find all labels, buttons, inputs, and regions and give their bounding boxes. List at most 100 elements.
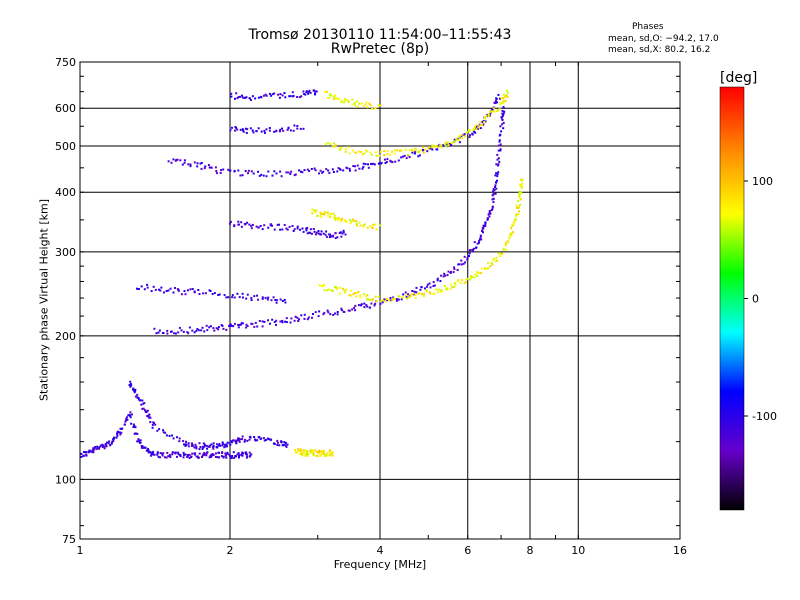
data-point — [301, 453, 304, 456]
data-point — [151, 423, 154, 426]
data-point — [309, 449, 312, 452]
data-point — [132, 423, 135, 426]
data-point — [225, 296, 228, 299]
data-point — [501, 101, 504, 104]
data-point — [303, 169, 306, 172]
data-point — [290, 317, 293, 320]
data-point — [253, 436, 256, 438]
data-point — [479, 124, 482, 127]
data-point — [284, 96, 287, 99]
data-point — [210, 443, 213, 446]
data-point — [161, 454, 164, 457]
data-point — [384, 300, 387, 303]
data-point — [308, 170, 311, 172]
data-point — [491, 263, 494, 266]
data-point — [505, 94, 508, 97]
data-point — [375, 154, 378, 157]
data-point — [520, 179, 523, 182]
data-point — [235, 92, 238, 95]
data-point — [261, 320, 264, 323]
data-point — [168, 454, 171, 456]
data-point — [195, 447, 198, 450]
data-point — [270, 299, 273, 302]
data-point — [332, 451, 334, 454]
x-tick-label: 1 — [77, 544, 84, 557]
data-point — [236, 439, 239, 442]
data-point — [319, 233, 322, 236]
data-point — [342, 169, 345, 172]
data-point — [151, 426, 154, 429]
data-point — [261, 228, 264, 231]
data-point — [500, 116, 503, 119]
data-point — [145, 410, 148, 413]
chart-subtitle: RwPretec (8p) — [330, 41, 430, 57]
data-point — [496, 175, 499, 178]
data-point — [147, 449, 150, 451]
data-point — [322, 170, 325, 173]
data-point — [504, 99, 507, 102]
data-point — [153, 327, 156, 330]
data-point — [220, 169, 222, 172]
data-point — [314, 233, 317, 236]
data-point — [308, 89, 311, 92]
data-point — [191, 329, 194, 332]
data-point — [134, 426, 137, 429]
data-point — [276, 444, 279, 447]
data-point — [109, 444, 112, 447]
data-point — [466, 256, 469, 259]
data-point — [400, 149, 403, 152]
data-point — [101, 445, 104, 448]
data-point — [321, 213, 324, 216]
data-point — [330, 94, 333, 97]
data-point — [285, 317, 288, 320]
data-point — [511, 231, 514, 234]
data-point — [185, 443, 187, 446]
data-point — [370, 302, 373, 305]
data-point — [208, 326, 211, 329]
data-point — [150, 454, 152, 457]
data-point — [263, 439, 266, 442]
data-point — [517, 213, 519, 216]
data-point — [465, 278, 468, 281]
data-point — [289, 95, 292, 98]
data-point — [230, 92, 233, 95]
data-point — [210, 454, 213, 457]
data-point — [251, 223, 254, 226]
data-point — [454, 283, 457, 286]
data-point — [267, 226, 270, 229]
data-point — [353, 292, 356, 295]
data-point — [417, 292, 420, 295]
data-point — [147, 447, 149, 450]
data-point — [257, 298, 260, 301]
data-point — [353, 306, 356, 309]
data-point — [506, 91, 509, 94]
data-point — [355, 295, 358, 298]
data-point — [345, 288, 348, 291]
data-point — [478, 241, 480, 244]
data-point — [375, 228, 378, 231]
data-point — [404, 291, 407, 294]
data-point — [433, 145, 436, 148]
data-point — [166, 332, 169, 335]
colorbar-tick-label: 0 — [752, 293, 759, 306]
data-point — [360, 102, 363, 105]
data-point — [188, 326, 191, 329]
data-point — [196, 165, 199, 168]
data-point — [309, 231, 311, 234]
data-point — [505, 248, 508, 251]
data-point — [314, 311, 317, 314]
data-point — [489, 112, 492, 115]
data-point — [228, 442, 231, 445]
data-point — [504, 243, 507, 246]
data-point — [411, 292, 414, 295]
data-point — [284, 301, 287, 304]
data-point — [231, 296, 234, 299]
y-axis-label: Stationary phase Virtual Height [km] — [37, 198, 51, 402]
data-point — [240, 454, 243, 457]
data-point — [169, 456, 172, 458]
data-point — [285, 321, 288, 324]
data-point — [473, 125, 476, 128]
data-point — [312, 228, 315, 230]
data-point — [182, 330, 185, 333]
data-point — [182, 440, 185, 443]
